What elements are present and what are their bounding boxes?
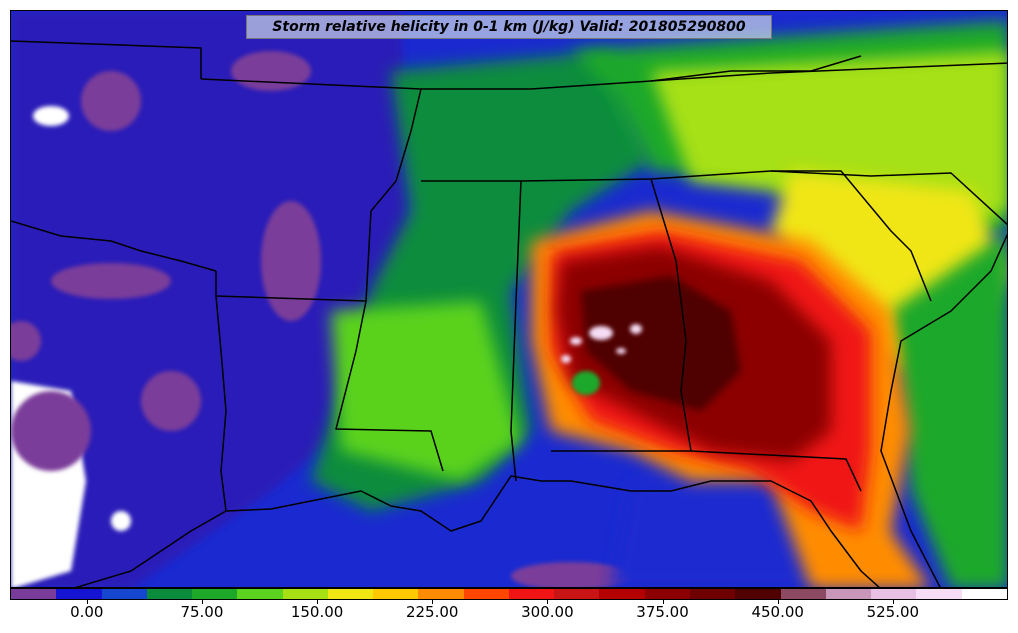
colorbar-tick bbox=[892, 600, 894, 604]
plains-region bbox=[11, 11, 411, 587]
colorbar-tick bbox=[662, 600, 664, 604]
colorbar-segment bbox=[146, 589, 193, 599]
colorbar-segment bbox=[282, 589, 328, 599]
coastline bbox=[75, 475, 880, 587]
colorbar-tick-label: 525.00 bbox=[866, 603, 920, 621]
colorbar-segment bbox=[418, 589, 464, 599]
border-ar-la bbox=[215, 295, 444, 472]
border-tx-ok bbox=[11, 220, 217, 272]
light-green-zone bbox=[331, 301, 521, 481]
colorbar-tick bbox=[777, 600, 779, 604]
colorbar-tick-label: 225.00 bbox=[405, 603, 459, 621]
helicity-map bbox=[10, 10, 1008, 588]
colorbar-segment bbox=[780, 589, 826, 599]
atlantic-green bbox=[891, 232, 1007, 587]
colorbar-segment bbox=[916, 589, 962, 599]
colorbar-segment bbox=[237, 589, 283, 599]
atlantic-coastline bbox=[880, 233, 1007, 587]
border-ok-ks bbox=[11, 40, 202, 79]
colorbar-tick bbox=[547, 600, 549, 604]
colorbar-ticks bbox=[10, 600, 1008, 604]
border-ky-va bbox=[650, 55, 862, 82]
colorbar bbox=[10, 588, 1008, 600]
colorbar-tick-label: 300.00 bbox=[521, 603, 574, 621]
border-al-fl bbox=[551, 450, 862, 492]
storm-center-eye bbox=[572, 371, 600, 395]
helicity-field bbox=[11, 11, 1007, 587]
colorbar-labels: 0.00 75.00 150.00 225.00 300.00 375.00 450.00 5… bbox=[0, 603, 1018, 627]
colorbar-tick-label: 75.00 bbox=[180, 603, 224, 621]
colorbar-segment bbox=[689, 589, 736, 599]
colorbar-tick-label: 150.00 bbox=[290, 603, 344, 621]
colorbar-segment bbox=[735, 589, 781, 599]
colorbar-segment bbox=[871, 589, 917, 599]
colorbar-segment bbox=[961, 589, 1007, 599]
maroon-center bbox=[581, 276, 741, 411]
border-ms-al bbox=[421, 180, 522, 482]
colorbar-tick bbox=[86, 600, 88, 604]
colorbar-tick bbox=[432, 600, 434, 604]
colorbar-segment bbox=[56, 589, 102, 599]
border-ok-ar bbox=[200, 78, 422, 302]
colorbar-segment bbox=[101, 589, 147, 599]
colorbar-segment bbox=[508, 589, 555, 599]
colorbar-segment bbox=[599, 589, 645, 599]
colorbar-tick bbox=[317, 600, 319, 604]
border-ga-sc bbox=[771, 170, 932, 302]
colorbar-tick-label: 375.00 bbox=[636, 603, 689, 621]
colorbar-tick-label: 0.00 bbox=[70, 603, 104, 621]
colorbar-segment bbox=[463, 589, 509, 599]
colorbar-segment bbox=[192, 589, 238, 599]
colorbar-segment bbox=[327, 589, 374, 599]
map-title: Storm relative helicity in 0-1 km (J/kg)… bbox=[246, 15, 772, 39]
colorbar-tick bbox=[201, 600, 203, 604]
colorbar-segment bbox=[11, 589, 57, 599]
border-al-ga bbox=[650, 178, 692, 452]
border-nc bbox=[770, 170, 1007, 226]
colorbar-segment bbox=[644, 589, 690, 599]
colorbar-segment bbox=[554, 589, 600, 599]
colorbar-segment bbox=[373, 589, 419, 599]
state-borders bbox=[11, 40, 1007, 587]
colorbar-tick-label: 450.00 bbox=[751, 603, 804, 621]
max-helicity-cells bbox=[561, 324, 642, 363]
colorbar-segment bbox=[825, 589, 872, 599]
helicity-map-svg bbox=[11, 11, 1007, 587]
border-tx-la bbox=[215, 271, 227, 512]
